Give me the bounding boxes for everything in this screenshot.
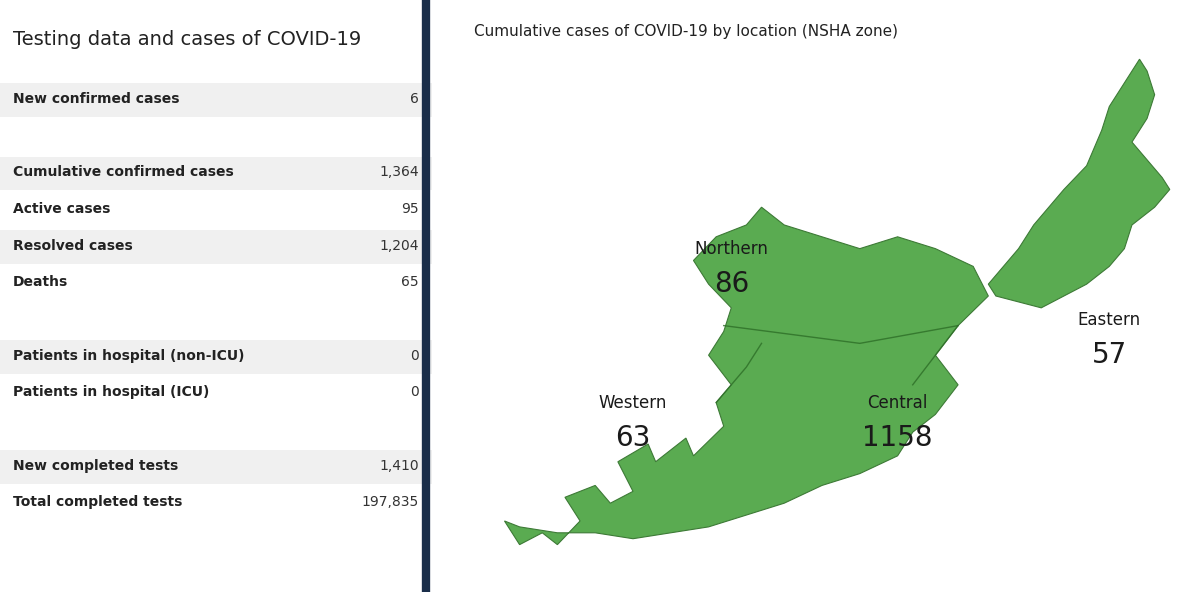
Text: 0: 0 [410, 385, 419, 400]
Text: Western: Western [599, 394, 667, 411]
FancyBboxPatch shape [0, 157, 432, 191]
Text: 1158: 1158 [863, 424, 932, 452]
Text: Cumulative confirmed cases: Cumulative confirmed cases [13, 165, 234, 179]
Text: Central: Central [868, 394, 928, 411]
FancyBboxPatch shape [0, 83, 432, 117]
Text: 63: 63 [616, 424, 650, 452]
Polygon shape [504, 207, 989, 545]
Text: 65: 65 [402, 275, 419, 289]
Text: Deaths: Deaths [13, 275, 68, 289]
Text: Patients in hospital (non-ICU): Patients in hospital (non-ICU) [13, 349, 245, 363]
FancyBboxPatch shape [0, 340, 432, 374]
Text: Patients in hospital (ICU): Patients in hospital (ICU) [13, 385, 209, 400]
Text: 95: 95 [402, 202, 419, 216]
Text: 1,204: 1,204 [379, 239, 419, 253]
Text: 1,410: 1,410 [379, 459, 419, 473]
Text: 57: 57 [1092, 341, 1127, 369]
Text: Northern: Northern [695, 240, 768, 258]
Text: 6: 6 [410, 92, 419, 106]
Text: Active cases: Active cases [13, 202, 110, 216]
FancyBboxPatch shape [0, 451, 432, 484]
Text: Testing data and cases of COVID-19: Testing data and cases of COVID-19 [13, 30, 361, 49]
Text: 197,835: 197,835 [361, 496, 419, 510]
Text: New completed tests: New completed tests [13, 459, 179, 473]
Text: Cumulative cases of COVID-19 by location (NSHA zone): Cumulative cases of COVID-19 by location… [474, 24, 899, 38]
Text: 86: 86 [714, 270, 749, 298]
Polygon shape [989, 59, 1170, 308]
Text: 0: 0 [410, 349, 419, 363]
Text: 1,364: 1,364 [379, 165, 419, 179]
Text: Total completed tests: Total completed tests [13, 496, 182, 510]
Text: Resolved cases: Resolved cases [13, 239, 133, 253]
FancyBboxPatch shape [0, 230, 432, 264]
Text: New confirmed cases: New confirmed cases [13, 92, 180, 106]
Text: Eastern: Eastern [1078, 311, 1141, 329]
